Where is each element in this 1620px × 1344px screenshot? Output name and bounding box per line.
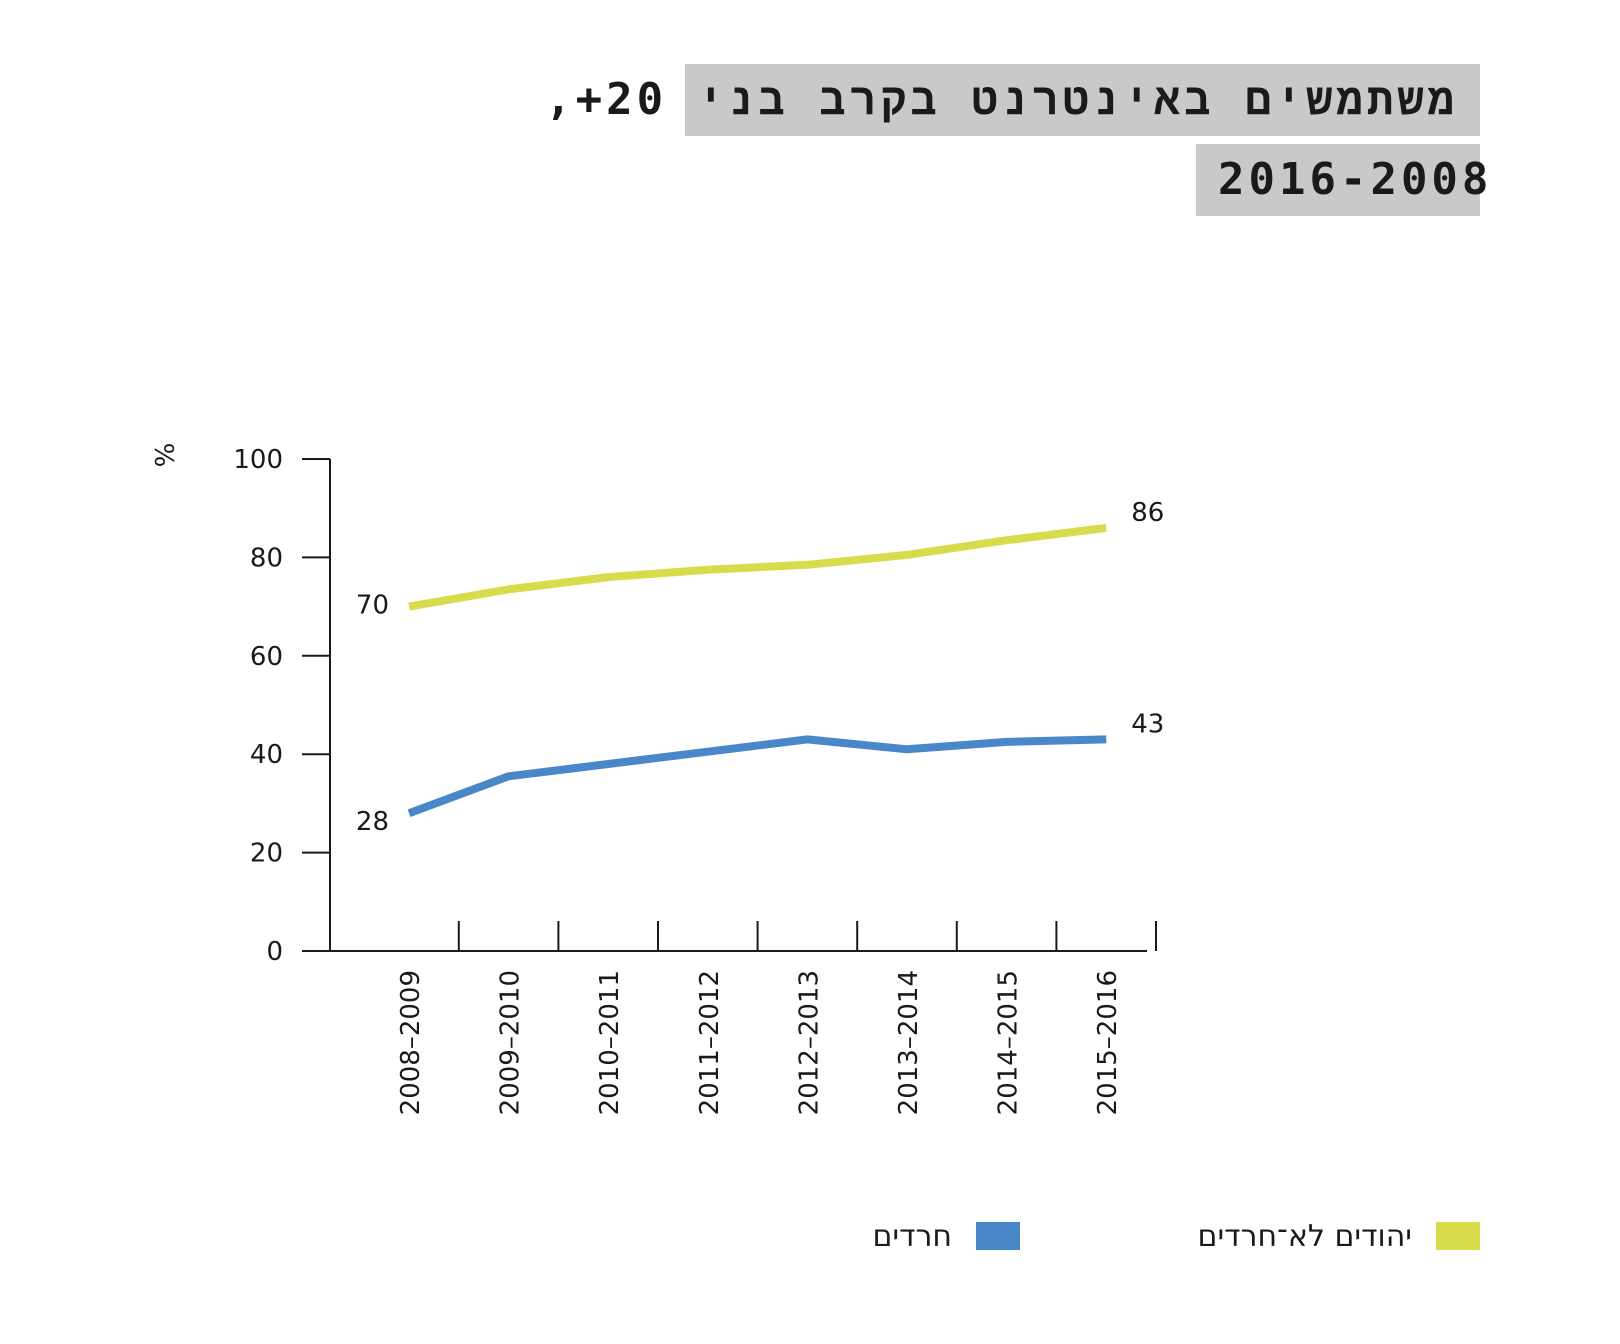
legend-item-non-haredi: יהודים לא־חרדים <box>1198 1216 1480 1256</box>
x-tick-label: 2008–2009 <box>396 970 426 1115</box>
y-tick-label-40: 40 <box>250 740 283 770</box>
legend-label-haredi: חרדים <box>872 1218 952 1254</box>
legend-swatch-yellow <box>1436 1222 1480 1250</box>
y-tick-label-20: 20 <box>250 839 283 869</box>
chart-data-labels: 70 86 28 43 <box>356 498 1164 837</box>
chart-title-line2: 2016-2008 <box>1196 144 1488 216</box>
y-tick-label-80: 80 <box>250 543 283 573</box>
data-label-end-1: 43 <box>1131 709 1164 739</box>
chart-subtitle-text: 2016-2008 <box>1218 154 1493 205</box>
data-label-start-0: 70 <box>356 591 389 621</box>
chart-series <box>407 523 1107 817</box>
y-tick-label-60: 60 <box>250 642 283 672</box>
x-tick-label: 2014–2015 <box>994 970 1024 1115</box>
y-tick-label-100: 100 <box>233 445 283 475</box>
chart-title-line1: משתמשים באינטרנט בקרב בני 20+, <box>545 64 1480 136</box>
x-tick-label: 2012–2013 <box>794 970 824 1115</box>
data-label-end-0: 86 <box>1131 498 1164 528</box>
legend-swatch-blue <box>976 1222 1020 1250</box>
series-line-0 <box>408 523 1107 611</box>
legend-label-non-haredi: יהודים לא־חרדים <box>1197 1218 1412 1254</box>
chart-title-text: משתמשים באינטרנט בקרב בני 20+, <box>545 74 1458 125</box>
x-tick-label: 2011–2012 <box>695 970 725 1115</box>
x-tick-label: 2013–2014 <box>894 970 924 1115</box>
legend-item-haredi: חרדים <box>872 1216 1020 1256</box>
x-tick-label: 2010–2011 <box>595 970 625 1115</box>
data-label-start-1: 28 <box>356 807 389 837</box>
series-line-1 <box>407 735 1107 817</box>
y-axis-label: % <box>151 443 181 468</box>
y-tick-label-0: 0 <box>266 937 283 967</box>
chart-axes: 0 20 40 60 80 100 2008–2009 2009–2010 2010–2011 2… <box>233 445 1157 1115</box>
x-tick-label: 2009–2010 <box>496 970 526 1115</box>
x-tick-label: 2015–2016 <box>1093 970 1123 1115</box>
